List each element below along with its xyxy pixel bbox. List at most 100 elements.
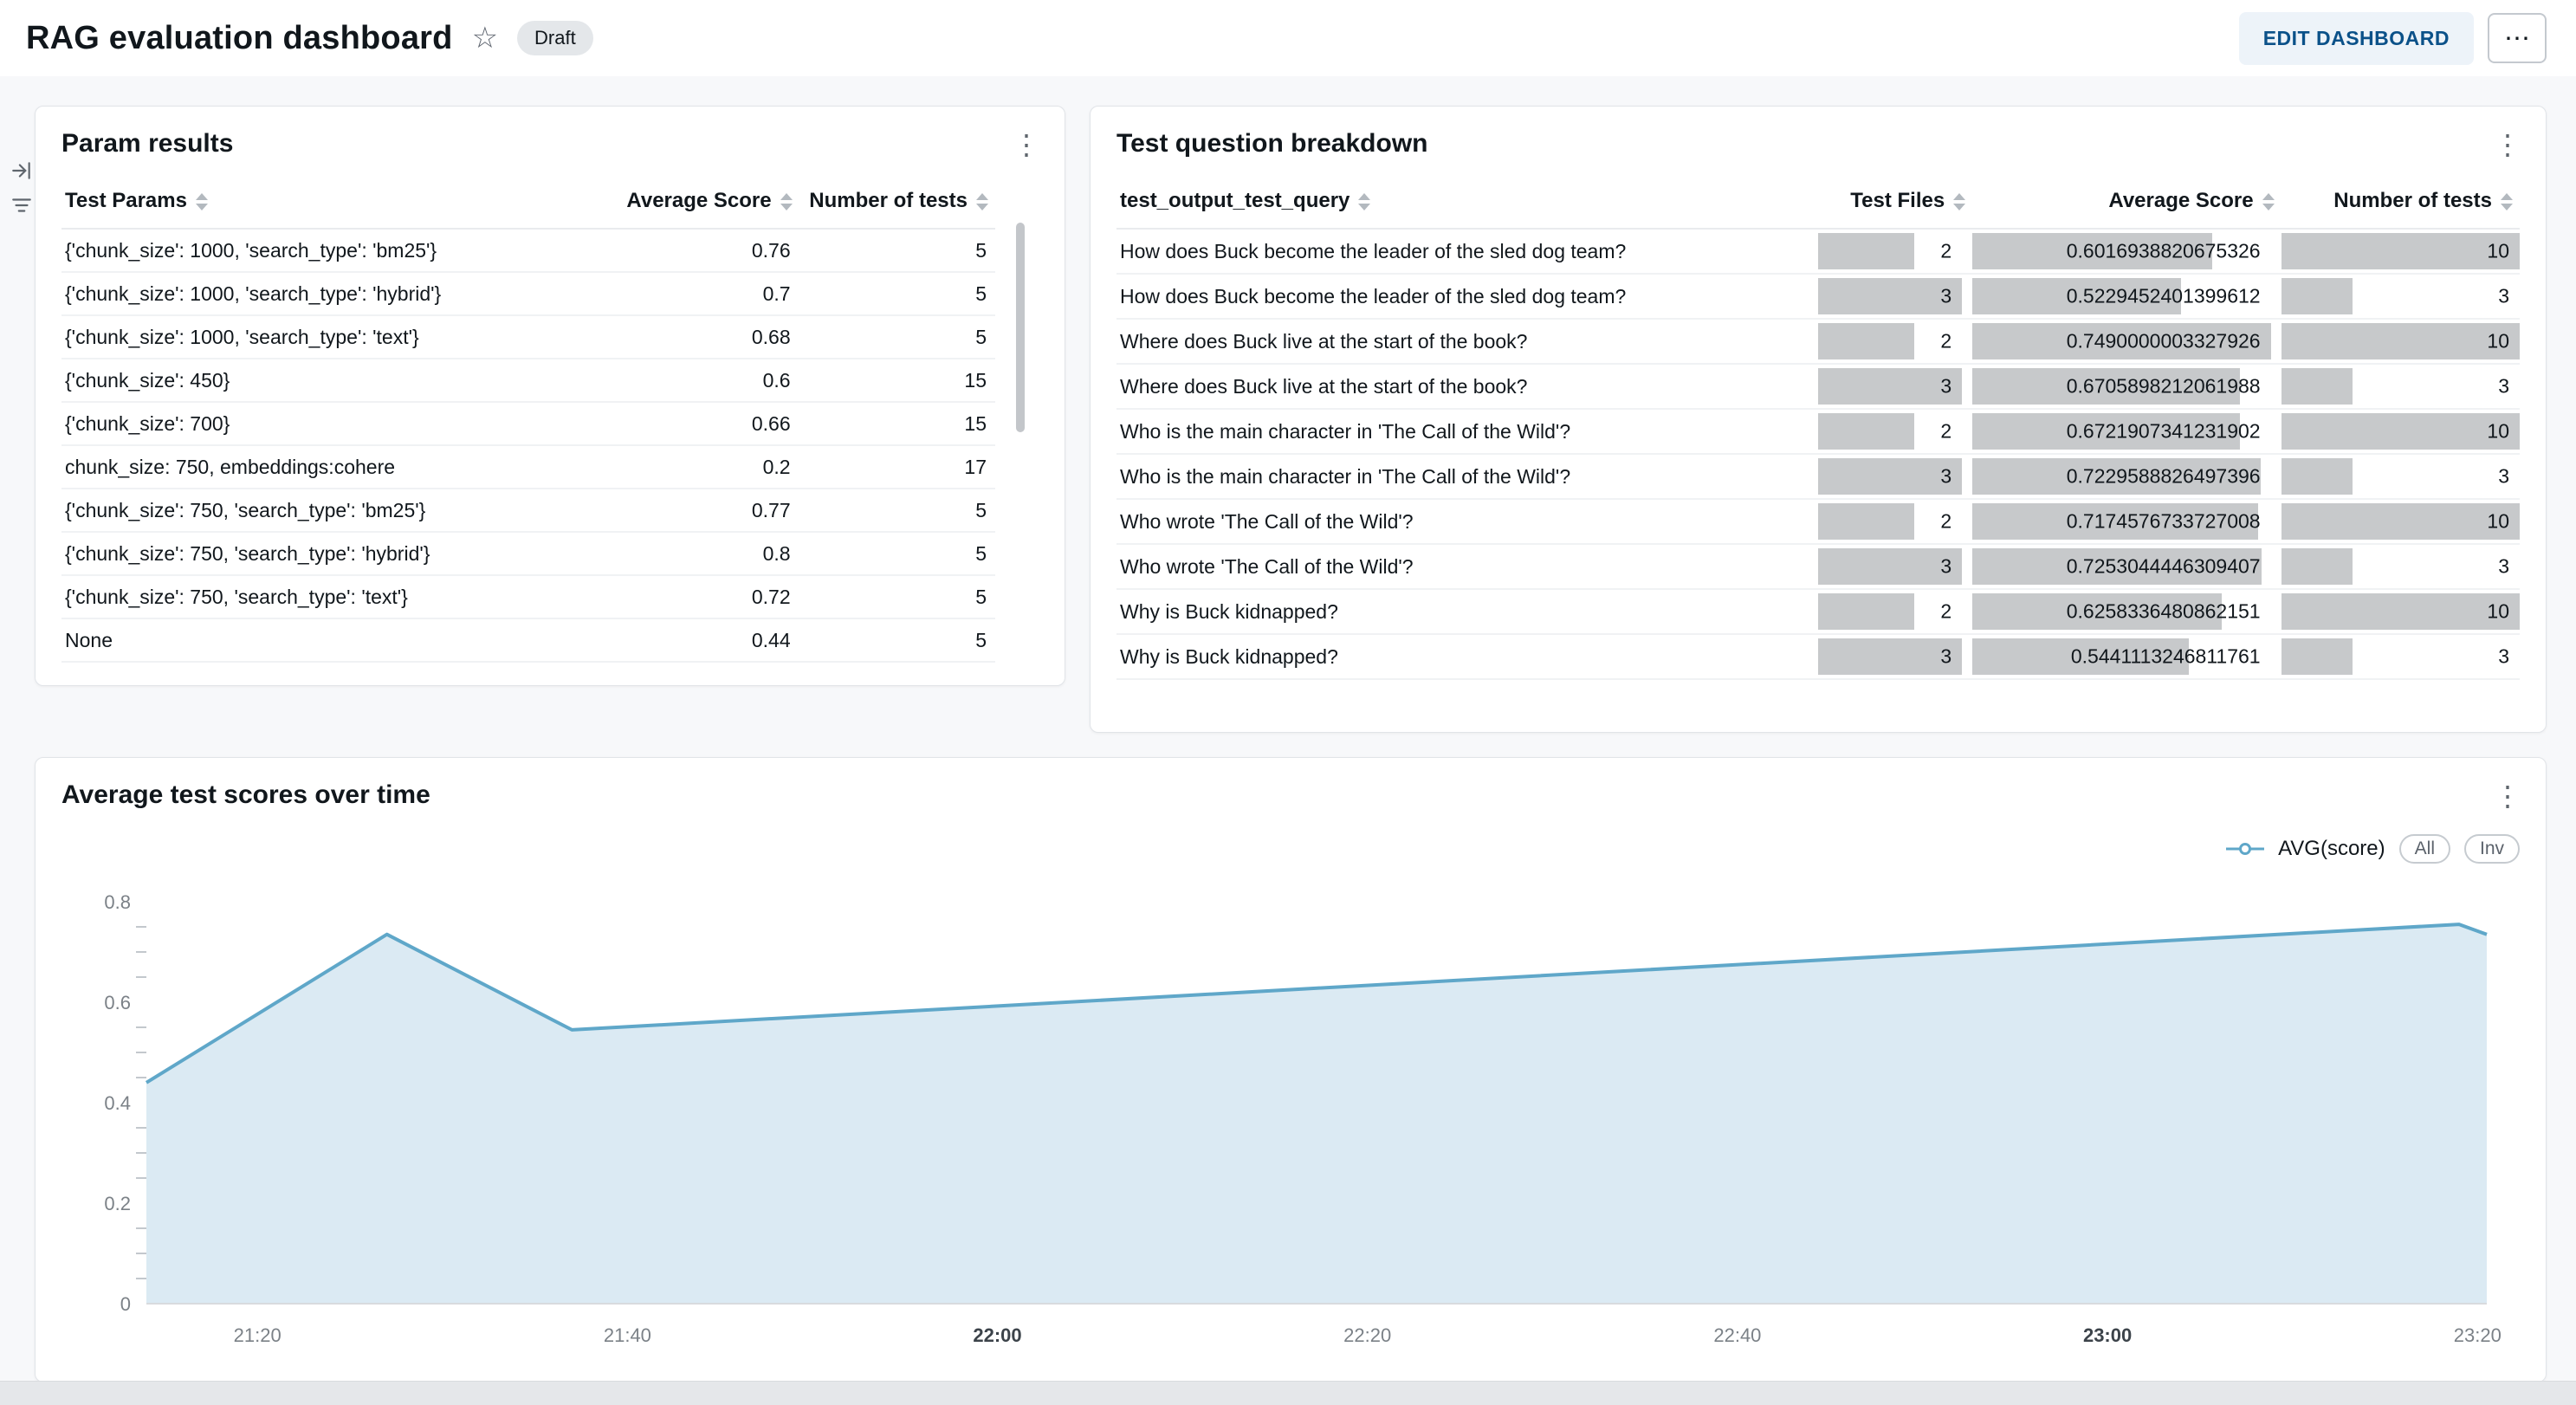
column-header-test-files[interactable]: Test Files xyxy=(1818,176,1973,230)
data-bar: 3 xyxy=(2281,368,2520,405)
more-menu-button[interactable]: ⋯ xyxy=(2488,13,2547,63)
dashboard-canvas: Param results ⋮ Test Params Average Scor… xyxy=(0,76,2576,1382)
svg-text:0.6: 0.6 xyxy=(104,992,131,1013)
cell-query: How does Buck become the leader of the s… xyxy=(1116,229,1819,275)
cell-value: 0.6016938820675326 xyxy=(2066,239,2261,262)
favorite-star-icon[interactable]: ☆ xyxy=(471,22,499,55)
data-bar-fill xyxy=(1818,503,1914,540)
legend-inv-button[interactable]: Inv xyxy=(2463,834,2520,864)
cell-number-of-tests: 5 xyxy=(799,618,995,663)
data-bar: 3 xyxy=(1818,638,1963,675)
column-header-number-of-tests[interactable]: Number of tests xyxy=(799,176,995,230)
table-row[interactable]: Who wrote 'The Call of the Wild'? 2 0.71… xyxy=(1116,499,2520,545)
data-bar-fill xyxy=(2281,548,2353,585)
table-row[interactable]: Who wrote 'The Call of the Wild'? 3 0.72… xyxy=(1116,544,2520,590)
table-row[interactable]: {'chunk_size': 700} 0.66 15 xyxy=(61,402,995,446)
edit-dashboard-button[interactable]: EDIT DASHBOARD xyxy=(2238,11,2474,65)
column-label: Test Files xyxy=(1850,189,1945,212)
column-header-number-of-tests[interactable]: Number of tests xyxy=(2281,176,2520,230)
column-header-test-params[interactable]: Test Params xyxy=(61,176,604,230)
cell-test-params: {'chunk_size': 1000, 'search_type': 'tex… xyxy=(61,315,604,359)
question-breakdown-table: test_output_test_query Test Files Averag… xyxy=(1116,176,2520,680)
cell-query: Where does Buck live at the start of the… xyxy=(1116,319,1819,365)
cell-number-of-tests: 10 xyxy=(2281,499,2520,545)
data-bar-fill xyxy=(1818,548,1963,585)
data-bar-fill xyxy=(1972,548,2262,585)
legend-line-marker-icon xyxy=(2226,843,2265,855)
table-row[interactable]: {'chunk_size': 750, 'search_type': 'text… xyxy=(61,575,995,619)
cell-value: 10 xyxy=(2487,239,2509,262)
data-bar: 3 xyxy=(2281,638,2520,675)
cell-test-params: None xyxy=(61,618,604,663)
cell-test-params: {'chunk_size': 450} xyxy=(61,359,604,403)
table-row[interactable]: Where does Buck live at the start of the… xyxy=(1116,364,2520,410)
cell-test-params: {'chunk_size': 750, 'search_type': 'text… xyxy=(61,575,604,619)
page-title: RAG evaluation dashboard xyxy=(26,19,453,56)
svg-text:22:20: 22:20 xyxy=(1343,1324,1391,1346)
column-header-average-score[interactable]: Average Score xyxy=(603,176,799,230)
sort-icon xyxy=(976,192,988,210)
table-row[interactable]: How does Buck become the leader of the s… xyxy=(1116,229,2520,275)
data-bar-fill xyxy=(2281,503,2520,540)
data-bar-fill xyxy=(1818,413,1914,450)
card-menu-icon[interactable]: ⋮ xyxy=(2489,126,2527,164)
cell-query: Why is Buck kidnapped? xyxy=(1116,589,1819,635)
column-label: Average Score xyxy=(2108,189,2254,212)
data-bar: 3 xyxy=(2281,278,2520,314)
cell-average-score: 0.7229588826497396 xyxy=(1972,454,2282,500)
table-row[interactable]: Why is Buck kidnapped? 2 0.6258336480862… xyxy=(1116,589,2520,635)
table-row[interactable]: {'chunk_size': 750, 'search_type': 'hybr… xyxy=(61,532,995,576)
legend-all-button[interactable]: All xyxy=(2398,834,2450,864)
expand-panel-icon[interactable] xyxy=(9,158,35,184)
table-row[interactable]: Where does Buck live at the start of the… xyxy=(1116,319,2520,365)
card-menu-icon[interactable]: ⋮ xyxy=(2489,777,2527,815)
cell-number-of-tests: 3 xyxy=(2281,454,2520,500)
cell-number-of-tests: 5 xyxy=(799,575,995,619)
data-bar-fill xyxy=(2281,593,2520,630)
cell-query: Why is Buck kidnapped? xyxy=(1116,634,1819,680)
cell-test-params: {'chunk_size': 750, 'search_type': 'hybr… xyxy=(61,532,604,576)
data-bar-fill xyxy=(1972,413,2241,450)
sort-icon xyxy=(2262,192,2275,210)
cell-value: 3 xyxy=(1940,374,1952,398)
data-bar-fill xyxy=(1818,368,1963,405)
table-row[interactable]: chunk_size: 750, embeddings:cohere 0.2 17 xyxy=(61,445,995,489)
data-bar: 0.5229452401399612 xyxy=(1972,278,2270,314)
data-bar-fill xyxy=(1972,638,2190,675)
table-row[interactable]: {'chunk_size': 450} 0.6 15 xyxy=(61,359,995,403)
cell-test-files: 3 xyxy=(1818,274,1973,320)
cell-average-score: 0.72 xyxy=(603,575,799,619)
svg-text:0.4: 0.4 xyxy=(104,1092,131,1114)
table-row[interactable]: {'chunk_size': 1000, 'search_type': 'hyb… xyxy=(61,272,995,316)
cell-value: 3 xyxy=(2498,464,2509,488)
svg-text:0: 0 xyxy=(120,1293,131,1315)
table-row[interactable]: Who is the main character in 'The Call o… xyxy=(1116,409,2520,455)
cell-average-score: 0.5441113246811761 xyxy=(1972,634,2282,680)
svg-text:22:00: 22:00 xyxy=(973,1324,1021,1346)
chart-plot-area[interactable]: 0 0.2 0.4 0.6 0.8 21:20 21:40 22:00 22:20 22:40 23… xyxy=(60,879,2521,1364)
svg-text:22:40: 22:40 xyxy=(1713,1324,1761,1346)
table-row[interactable]: {'chunk_size': 1000, 'search_type': 'tex… xyxy=(61,315,995,359)
table-row[interactable]: None 0.44 5 xyxy=(61,618,995,663)
data-bar-fill xyxy=(2281,323,2520,359)
scrollbar-thumb[interactable] xyxy=(1016,223,1025,432)
column-header-average-score[interactable]: Average Score xyxy=(1972,176,2282,230)
column-header-test-query[interactable]: test_output_test_query xyxy=(1116,176,1819,230)
svg-text:23:00: 23:00 xyxy=(2083,1324,2132,1346)
card-menu-icon[interactable]: ⋮ xyxy=(1007,126,1045,164)
table-row[interactable]: How does Buck become the leader of the s… xyxy=(1116,274,2520,320)
data-bar: 3 xyxy=(2281,458,2520,495)
cell-value: 0.5441113246811761 xyxy=(2070,644,2261,668)
data-bar: 0.6705898212061988 xyxy=(1972,368,2270,405)
filter-icon[interactable] xyxy=(9,192,35,218)
sort-icon xyxy=(1358,192,1371,210)
cell-value: 3 xyxy=(1940,464,1952,488)
table-row[interactable]: Who is the main character in 'The Call o… xyxy=(1116,454,2520,500)
status-badge: Draft xyxy=(517,21,593,55)
data-bar: 0.7253044446309407 xyxy=(1972,548,2270,585)
data-bar-fill xyxy=(2281,638,2353,675)
table-row[interactable]: Why is Buck kidnapped? 3 0.5441113246811… xyxy=(1116,634,2520,680)
card-title: Param results xyxy=(61,129,234,158)
table-row[interactable]: {'chunk_size': 750, 'search_type': 'bm25… xyxy=(61,489,995,533)
table-row[interactable]: {'chunk_size': 1000, 'search_type': 'bm2… xyxy=(61,229,995,273)
